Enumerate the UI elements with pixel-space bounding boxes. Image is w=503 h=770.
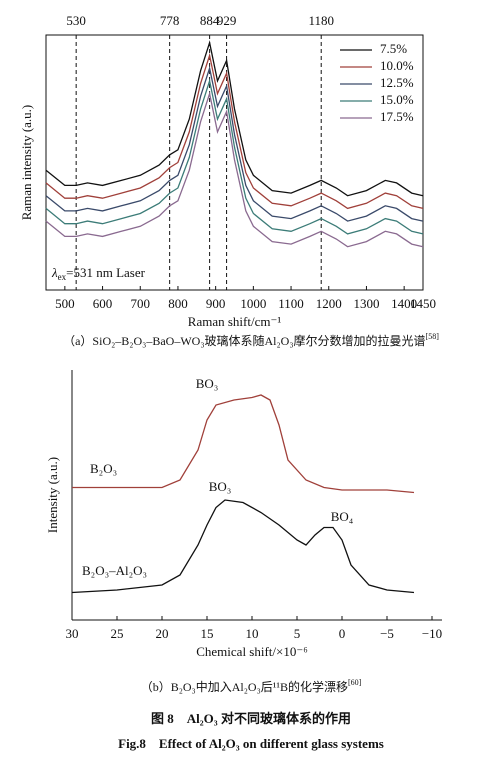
legend-label: 17.5%	[380, 109, 414, 124]
peak-label: BO₃	[209, 479, 232, 494]
caption-text: （b）B₂O₃中加入Al₂O₃后¹¹B的化学漂移	[141, 679, 348, 694]
series-line	[45, 52, 424, 210]
x-tick-label: 600	[93, 296, 113, 311]
x-tick-label: 900	[206, 296, 226, 311]
legend-label: 7.5%	[380, 41, 407, 56]
series-label: B₂O₃	[90, 461, 117, 476]
x-tick-label: 15	[201, 626, 214, 641]
legend-label: 10.0%	[380, 58, 414, 73]
reference-label: 884	[200, 13, 220, 28]
x-tick-label: 10	[246, 626, 259, 641]
plot-frame	[45, 34, 424, 291]
series-line	[71, 499, 415, 594]
x-tick-label: 1200	[316, 296, 342, 311]
annotation-text: =531 nm Laser	[66, 265, 145, 280]
reference-label: 530	[66, 13, 86, 28]
x-axis-label: Chemical shift/×10⁻⁶	[196, 644, 308, 659]
figure-title-cn: 图 8 Al₂O₃ 对不同玻璃体系的作用	[151, 711, 351, 726]
caption-text: （a）SiO₂–B₂O₃–BaO–WO₃玻璃体系随Al₂O₃摩尔分数增加的拉曼光…	[63, 333, 425, 348]
series-line	[72, 394, 415, 494]
reference-label: 929	[217, 13, 237, 28]
legend-label: 12.5%	[380, 75, 414, 90]
peak-label: BO₃	[196, 376, 219, 391]
peak-label: BO₄	[331, 509, 354, 524]
series-label: B₂O₃–Al₂O₃	[82, 563, 147, 578]
reference-label: 1180	[308, 13, 334, 28]
reference-label: 778	[160, 13, 180, 28]
x-tick-label: 500	[55, 296, 75, 311]
x-tick-label: 0	[339, 626, 346, 641]
figure-title-en: Fig.8 Effect of Al₂O₃ on different glass…	[118, 736, 384, 751]
series-line	[45, 78, 424, 235]
x-tick-label: 5	[294, 626, 301, 641]
caption: （a）SiO₂–B₂O₃–BaO–WO₃玻璃体系随Al₂O₃摩尔分数增加的拉曼光…	[63, 332, 439, 348]
x-tick-label: 1400	[391, 296, 417, 311]
x-tick-label: 1100	[278, 296, 304, 311]
x-tick-label: 25	[111, 626, 124, 641]
x-tick-label: 700	[131, 296, 151, 311]
x-axis-label: Raman shift/cm⁻¹	[188, 314, 282, 329]
x-tick-label: 30	[66, 626, 79, 641]
x-tick-label: 1450	[410, 296, 436, 311]
x-tick-label: 1300	[353, 296, 379, 311]
y-axis-label: Raman intensity (a.u.)	[19, 105, 34, 221]
caption: （b）B₂O₃中加入Al₂O₃后¹¹B的化学漂移[60]	[141, 678, 362, 694]
x-tick-label: −10	[422, 626, 442, 641]
x-tick-label: 1000	[240, 296, 266, 311]
caption-ref: [60]	[348, 678, 362, 687]
caption-ref: [58]	[426, 332, 440, 341]
series-line	[45, 65, 424, 222]
annotation-subscript: ex	[58, 272, 67, 282]
annotation-symbol: λ	[51, 265, 58, 280]
x-tick-label: 20	[156, 626, 169, 641]
x-tick-label: 800	[168, 296, 188, 311]
y-axis-label: Intensity (a.u.)	[45, 457, 60, 533]
annotation: λex=531 nm Laser	[51, 265, 146, 282]
series-line	[45, 91, 424, 248]
series-line	[45, 40, 424, 197]
legend-label: 15.0%	[380, 92, 414, 107]
x-tick-label: −5	[380, 626, 394, 641]
